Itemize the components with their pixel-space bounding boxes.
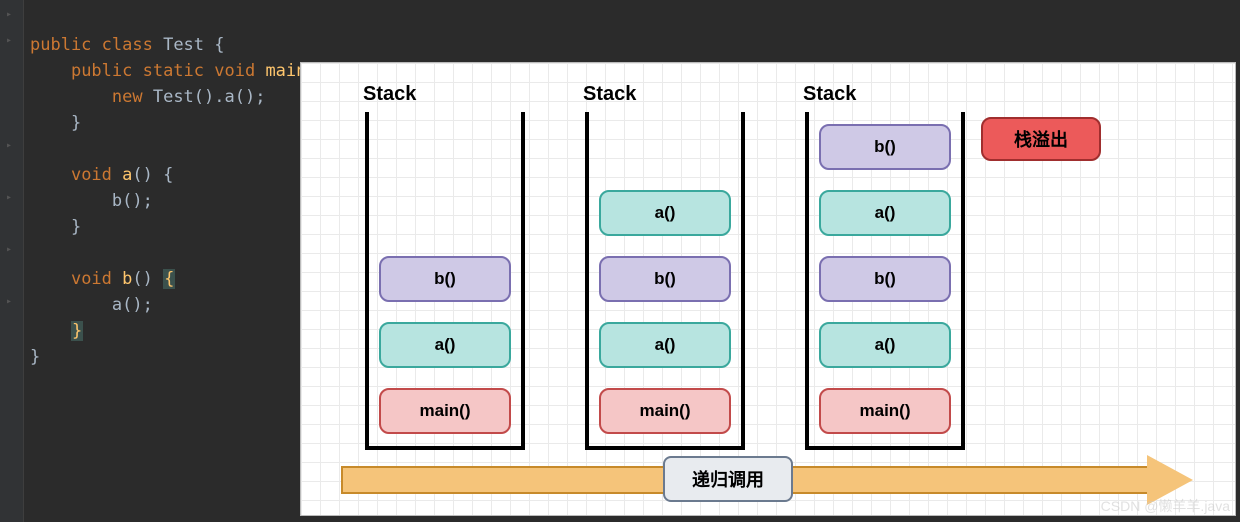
code-token: a [112, 165, 132, 185]
stack-frame-main: main() [819, 388, 951, 434]
matching-brace: } [71, 321, 83, 341]
code-token: () [132, 269, 163, 289]
stack-frame-a: a() [599, 322, 731, 368]
stack-frame-b: b() [599, 256, 731, 302]
code-token: b(); [112, 191, 153, 211]
stack-frame-b: b() [819, 256, 951, 302]
code-token: new [112, 87, 143, 107]
editor-gutter: ▸ ▸ ▸ ▸ ▸ ▸ [0, 0, 24, 522]
stack-column: Stack b() a() main() [357, 83, 547, 450]
stack-frame-a: a() [819, 190, 951, 236]
code-token: Test().a(); [143, 87, 266, 107]
code-token: () [132, 165, 163, 185]
stack-overflow-badge: 栈溢出 [981, 117, 1101, 161]
stack-frame-a: a() [819, 322, 951, 368]
stack-column: Stack b() a() b() a() main() [797, 83, 987, 450]
stack-well: a() b() a() main() [585, 112, 745, 450]
stack-frame-a: a() [599, 190, 731, 236]
stack-frame-b: b() [819, 124, 951, 170]
arrow-label-box: 递归调用 [663, 456, 793, 502]
stack-title: Stack [797, 83, 987, 106]
overflow-label: 栈溢出 [1014, 126, 1068, 152]
stack-diagram: Stackb()a()main()Stacka()b()a()main()Sta… [300, 62, 1236, 516]
code-token: Test [163, 35, 204, 55]
stack-title: Stack [577, 83, 767, 106]
code-token: void [71, 269, 112, 289]
stack-frame-a: a() [379, 322, 511, 368]
code-token: void [71, 165, 112, 185]
stack-well: b() a() main() [365, 112, 525, 450]
code-token: public class [30, 35, 153, 55]
code-token: void [214, 61, 255, 81]
stack-title: Stack [357, 83, 547, 106]
watermark: CSDN @懒羊羊.java [1101, 496, 1230, 516]
stack-frame-b: b() [379, 256, 511, 302]
stack-well: b() a() b() a() main() [805, 112, 965, 450]
code-token: public static [71, 61, 214, 81]
code-token: main [255, 61, 306, 81]
code-token: b [112, 269, 132, 289]
code-token: a(); [112, 295, 153, 315]
stack-frame-main: main() [599, 388, 731, 434]
stack-frame-main: main() [379, 388, 511, 434]
arrow-label-text: 递归调用 [692, 466, 764, 492]
stack-column: Stack a() b() a() main() [577, 83, 767, 450]
recursion-arrow: 递归调用 [341, 455, 1211, 505]
